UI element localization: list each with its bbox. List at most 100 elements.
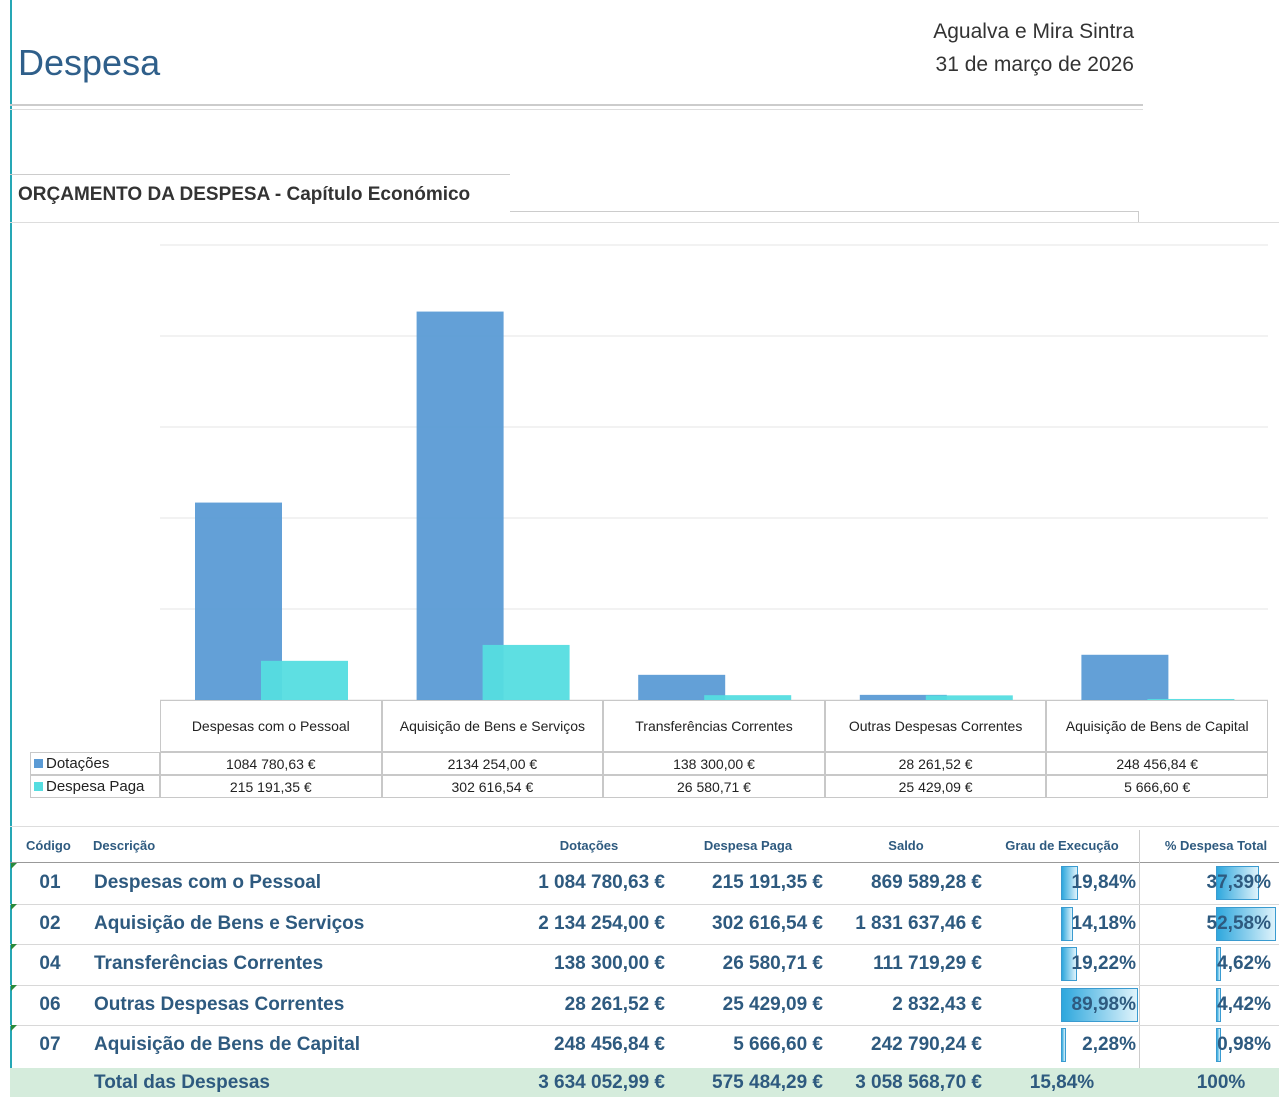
cell: 4,42% bbox=[1217, 993, 1271, 1015]
cell: 138 300,00 € bbox=[554, 953, 665, 974]
chart bbox=[160, 244, 1268, 701]
bar bbox=[261, 660, 348, 700]
total-cell: Total das Despesas bbox=[94, 1072, 271, 1093]
value-label: 5 666,60 € bbox=[1046, 775, 1268, 798]
cell: 5 666,60 € bbox=[733, 1034, 823, 1055]
rule bbox=[10, 826, 1279, 827]
cell: 89,98% bbox=[1071, 993, 1136, 1015]
total-cell: 575 484,29 € bbox=[712, 1072, 823, 1093]
cell: Despesas com o Pessoal bbox=[94, 872, 322, 893]
cell: 06 bbox=[39, 993, 61, 1015]
data-bar bbox=[1061, 1028, 1066, 1062]
header-rule bbox=[10, 104, 1143, 110]
page-title: Despesa bbox=[18, 42, 161, 83]
row-rule bbox=[10, 903, 1279, 905]
bar bbox=[859, 694, 947, 700]
cell: 0,98% bbox=[1217, 1034, 1271, 1055]
cell: 28 261,52 € bbox=[564, 993, 665, 1015]
cell: 242 790,24 € bbox=[871, 1034, 982, 1055]
total-cell: 100% bbox=[1196, 1072, 1246, 1093]
bar bbox=[925, 695, 1013, 700]
value-label: 302 616,54 € bbox=[381, 775, 604, 798]
section-title: ORÇAMENTO DA DESPESA - Capítulo Económic… bbox=[18, 184, 471, 205]
cell: 1 831 637,46 € bbox=[855, 912, 982, 934]
bar bbox=[1081, 654, 1169, 700]
rule bbox=[10, 174, 510, 175]
location: Agualva e Mira Sintra bbox=[933, 20, 1134, 43]
column-header: Despesa Paga bbox=[703, 838, 793, 853]
date: 31 de março de 2026 bbox=[935, 53, 1134, 76]
total-cell: 3 634 052,99 € bbox=[538, 1072, 665, 1093]
data-bar bbox=[1216, 987, 1222, 1022]
column-header: Saldo bbox=[888, 838, 924, 853]
legend-cell bbox=[30, 752, 160, 775]
cell: 01 bbox=[39, 872, 61, 893]
row-rule bbox=[10, 944, 1279, 945]
data-bar bbox=[1061, 866, 1078, 900]
category-label: Aquisição de Bens e Serviços bbox=[381, 700, 604, 752]
rule bbox=[10, 222, 1279, 223]
bar bbox=[416, 311, 504, 700]
category-label: Despesas com o Pessoal bbox=[160, 700, 382, 752]
row-marker bbox=[11, 944, 17, 950]
value-label: 1084 780,63 € bbox=[160, 752, 382, 775]
cell: 302 616,54 € bbox=[712, 912, 823, 934]
row-marker bbox=[11, 863, 17, 869]
bar bbox=[1147, 698, 1235, 700]
value-label: 138 300,00 € bbox=[603, 752, 825, 775]
data-bar bbox=[1216, 947, 1222, 981]
data-bar bbox=[1061, 906, 1074, 941]
cell: 37,39% bbox=[1206, 872, 1271, 893]
cell: 25 429,09 € bbox=[722, 993, 823, 1015]
cell: 19,84% bbox=[1071, 872, 1136, 893]
cell: Aquisição de Bens e Serviços bbox=[94, 912, 365, 934]
cell: 2 832,43 € bbox=[892, 993, 982, 1015]
cell: 52,58% bbox=[1206, 912, 1271, 934]
category-label: Aquisição de Bens de Capital bbox=[1046, 700, 1268, 752]
column-header: Código bbox=[26, 838, 71, 853]
category-label: Transferências Correntes bbox=[603, 700, 825, 752]
bar bbox=[482, 644, 570, 700]
rule bbox=[10, 862, 1279, 863]
row-marker bbox=[11, 984, 17, 991]
data-bar bbox=[1061, 947, 1078, 981]
row-marker bbox=[11, 1025, 17, 1031]
row-marker bbox=[11, 903, 17, 910]
cell: Outras Despesas Correntes bbox=[94, 993, 345, 1015]
value-label: 215 191,35 € bbox=[160, 775, 382, 798]
cell: 14,18% bbox=[1071, 912, 1136, 934]
value-label: 2134 254,00 € bbox=[381, 752, 604, 775]
category-label: Outras Despesas Correntes bbox=[824, 700, 1047, 752]
cell: 2,28% bbox=[1082, 1034, 1136, 1055]
value-label: 25 429,09 € bbox=[824, 775, 1047, 798]
rule bbox=[1139, 830, 1140, 1070]
cell: Transferências Correntes bbox=[94, 953, 324, 974]
legend-swatch bbox=[34, 782, 43, 791]
total-cell: 3 058 568,70 € bbox=[855, 1072, 982, 1093]
data-bar bbox=[1216, 1028, 1221, 1062]
column-header: Dotações bbox=[559, 838, 619, 853]
value-label: 26 580,71 € bbox=[603, 775, 825, 798]
row-rule bbox=[10, 984, 1279, 986]
rule bbox=[510, 211, 1139, 223]
total-row-bg bbox=[10, 1068, 1279, 1097]
column-header: % Despesa Total bbox=[1164, 838, 1268, 853]
cell: 26 580,71 € bbox=[722, 953, 823, 974]
cell: 248 456,84 € bbox=[554, 1034, 665, 1055]
row-rule bbox=[10, 1025, 1279, 1026]
legend-cell bbox=[30, 775, 160, 798]
cell: 215 191,35 € bbox=[712, 872, 823, 893]
value-label: 248 456,84 € bbox=[1046, 752, 1268, 775]
cell: 4,62% bbox=[1217, 953, 1271, 974]
legend-swatch bbox=[34, 759, 43, 768]
cell: 869 589,28 € bbox=[871, 872, 982, 893]
bar bbox=[704, 695, 792, 700]
cell: 2 134 254,00 € bbox=[538, 912, 665, 934]
column-header: Descrição bbox=[93, 838, 156, 853]
cell: 02 bbox=[39, 912, 61, 934]
cell: 1 084 780,63 € bbox=[538, 872, 665, 893]
legend-label: Despesa Paga bbox=[46, 778, 145, 795]
column-header: Grau de Execução bbox=[1005, 838, 1119, 853]
total-cell: 15,84% bbox=[1029, 1072, 1095, 1093]
